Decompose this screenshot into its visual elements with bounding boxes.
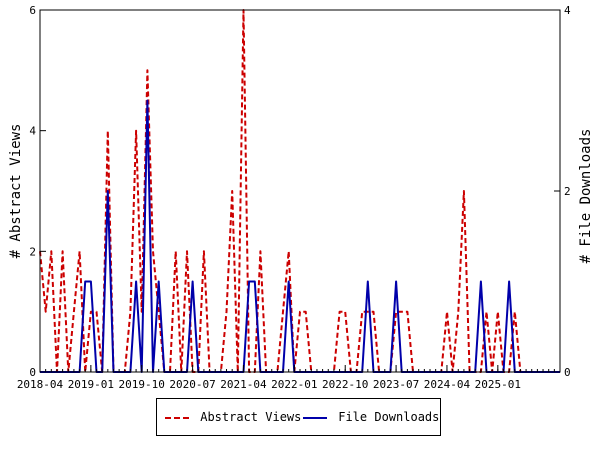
y2-axis-ticks: 0 2 4 — [554, 4, 571, 379]
legend-label-abstract-views: Abstract Views — [200, 410, 302, 424]
y2-tick-label: 2 — [564, 185, 571, 198]
x-tick-label: 2020-07 — [169, 378, 215, 391]
plot-area — [40, 10, 560, 372]
x-tick-label: 2022-01 — [271, 378, 317, 391]
legend-swatch-file-downloads — [303, 416, 327, 419]
legend-label-file-downloads: File Downloads — [338, 410, 440, 424]
legend: Abstract Views File Downloads — [156, 398, 441, 436]
y-axis-title: # Abstract Views — [8, 124, 24, 259]
x-tick-label: 2023-07 — [373, 378, 419, 391]
y2-tick-label: 0 — [564, 366, 571, 379]
y-tick-label: 6 — [29, 4, 36, 17]
y2-tick-label: 4 — [564, 4, 571, 17]
x-tick-label: 2024-04 — [424, 378, 471, 391]
x-tick-label: 2021-04 — [220, 378, 267, 391]
y-axis-ticks: 0 2 4 6 — [29, 4, 46, 379]
x-tick-label: 2022-10 — [322, 378, 368, 391]
legend-swatch-abstract-views — [165, 416, 189, 419]
legend-item-abstract-views: Abstract Views — [165, 410, 301, 424]
y-tick-label: 4 — [29, 125, 36, 138]
y-tick-label: 2 — [29, 245, 36, 258]
x-tick-label: 2018-04 — [17, 378, 64, 391]
x-tick-label: 2019-10 — [119, 378, 165, 391]
y2-axis-title: # File Downloads — [578, 129, 594, 264]
x-tick-label: 2025-01 — [475, 378, 521, 391]
legend-item-file-downloads: File Downloads — [303, 410, 439, 424]
x-tick-label: 2019-01 — [68, 378, 114, 391]
x-axis-ticks: 2018-04 2019-01 2019-10 2020-07 2021-04 2022-… — [17, 365, 521, 391]
y-tick-label: 0 — [29, 366, 36, 379]
